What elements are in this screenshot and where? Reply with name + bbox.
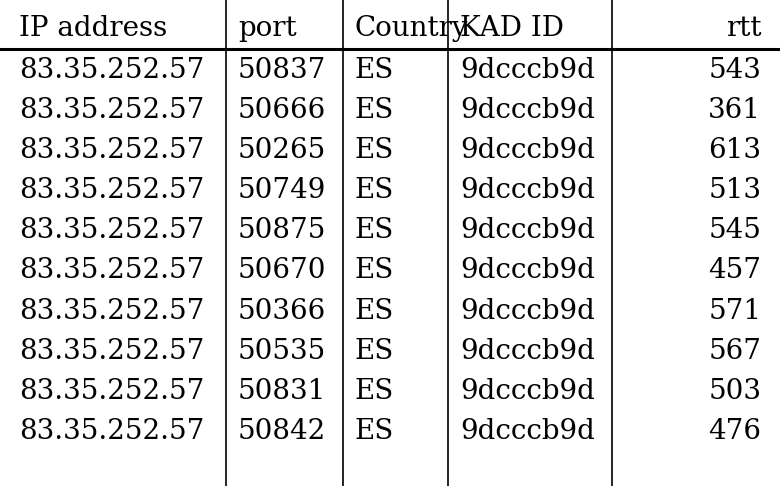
Text: 50366: 50366 <box>238 297 326 325</box>
Text: 513: 513 <box>708 177 761 204</box>
Text: ES: ES <box>355 297 394 325</box>
Text: 545: 545 <box>708 217 761 244</box>
Text: 83.35.252.57: 83.35.252.57 <box>19 378 204 405</box>
Text: 9dcccb9d: 9dcccb9d <box>460 177 595 204</box>
Text: 50842: 50842 <box>238 418 326 445</box>
Text: 83.35.252.57: 83.35.252.57 <box>19 418 204 445</box>
Text: 50265: 50265 <box>238 137 326 164</box>
Text: port: port <box>238 15 296 42</box>
Text: 50749: 50749 <box>238 177 326 204</box>
Text: 83.35.252.57: 83.35.252.57 <box>19 137 204 164</box>
Text: 50666: 50666 <box>238 97 326 124</box>
Text: 83.35.252.57: 83.35.252.57 <box>19 97 204 124</box>
Text: ES: ES <box>355 137 394 164</box>
Text: 83.35.252.57: 83.35.252.57 <box>19 57 204 84</box>
Text: 83.35.252.57: 83.35.252.57 <box>19 258 204 284</box>
Text: Country: Country <box>355 15 469 42</box>
Text: 9dcccb9d: 9dcccb9d <box>460 97 595 124</box>
Text: 9dcccb9d: 9dcccb9d <box>460 297 595 325</box>
Text: 503: 503 <box>708 378 761 405</box>
Text: 613: 613 <box>708 137 761 164</box>
Text: 83.35.252.57: 83.35.252.57 <box>19 338 204 364</box>
Text: 476: 476 <box>708 418 761 445</box>
Text: 50875: 50875 <box>238 217 326 244</box>
Text: 9dcccb9d: 9dcccb9d <box>460 258 595 284</box>
Text: rtt: rtt <box>725 15 761 42</box>
Text: ES: ES <box>355 177 394 204</box>
Text: 83.35.252.57: 83.35.252.57 <box>19 217 204 244</box>
Text: 361: 361 <box>708 97 761 124</box>
Text: 83.35.252.57: 83.35.252.57 <box>19 177 204 204</box>
Text: 50831: 50831 <box>238 378 326 405</box>
Text: 50670: 50670 <box>238 258 326 284</box>
Text: 9dcccb9d: 9dcccb9d <box>460 378 595 405</box>
Text: ES: ES <box>355 378 394 405</box>
Text: ES: ES <box>355 57 394 84</box>
Text: 457: 457 <box>708 258 761 284</box>
Text: 50535: 50535 <box>238 338 326 364</box>
Text: 543: 543 <box>708 57 761 84</box>
Text: ES: ES <box>355 217 394 244</box>
Text: 83.35.252.57: 83.35.252.57 <box>19 297 204 325</box>
Text: ES: ES <box>355 338 394 364</box>
Text: 9dcccb9d: 9dcccb9d <box>460 217 595 244</box>
Text: 567: 567 <box>708 338 761 364</box>
Text: 9dcccb9d: 9dcccb9d <box>460 57 595 84</box>
Text: ES: ES <box>355 258 394 284</box>
Text: 9dcccb9d: 9dcccb9d <box>460 338 595 364</box>
Text: KAD ID: KAD ID <box>460 15 564 42</box>
Text: IP address: IP address <box>19 15 167 42</box>
Text: 9dcccb9d: 9dcccb9d <box>460 137 595 164</box>
Text: 571: 571 <box>708 297 761 325</box>
Text: 50837: 50837 <box>238 57 326 84</box>
Text: ES: ES <box>355 418 394 445</box>
Text: 9dcccb9d: 9dcccb9d <box>460 418 595 445</box>
Text: ES: ES <box>355 97 394 124</box>
